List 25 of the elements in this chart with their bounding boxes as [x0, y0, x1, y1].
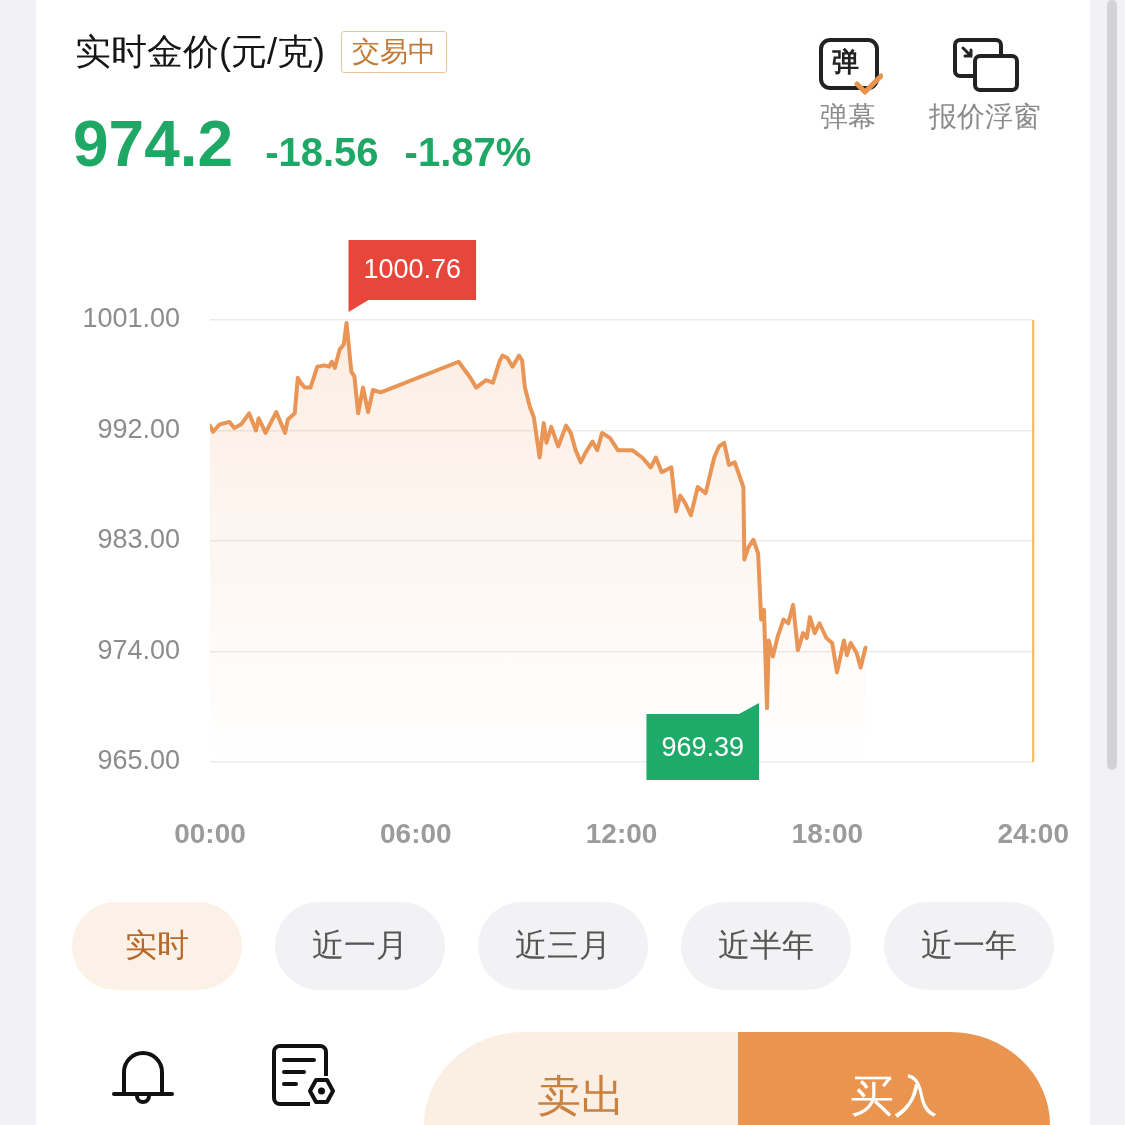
x-tick-label: 06:00 [379, 817, 452, 849]
x-tick-label: 24:00 [997, 817, 1070, 849]
text: 974.2 [73, 108, 234, 180]
status-badge: 交易中 [341, 31, 447, 73]
x-tick-label: 18:00 [791, 817, 864, 849]
tab-button[interactable]: 近一年 [884, 902, 1054, 990]
text: 报价浮窗 [929, 100, 1041, 134]
annotation: 1000.76 [363, 254, 462, 285]
text: -18.56 [265, 130, 379, 175]
text: 弹幕 [820, 100, 876, 134]
text: 弹 [832, 46, 859, 78]
y-tick-label: 974.00 [97, 634, 180, 665]
x-tick-label: 00:00 [174, 817, 246, 849]
chart-title: 实时金价(元/克) [75, 30, 325, 74]
tab-button[interactable]: 近一月 [275, 902, 445, 990]
y-tick-label: 1001.00 [82, 303, 180, 334]
annotation: 969.39 [661, 731, 745, 762]
tab-button[interactable]: 近半年 [681, 902, 851, 990]
y-tick-label: 992.00 [97, 413, 180, 444]
x-tick-label: 12:00 [585, 817, 658, 849]
y-tick-label: 965.00 [97, 745, 180, 776]
y-tick-label: 983.00 [97, 524, 180, 555]
tab-button[interactable]: 近三月 [478, 902, 648, 990]
tab-button[interactable]: 实时 [72, 902, 242, 990]
text: -1.87% [404, 130, 532, 175]
